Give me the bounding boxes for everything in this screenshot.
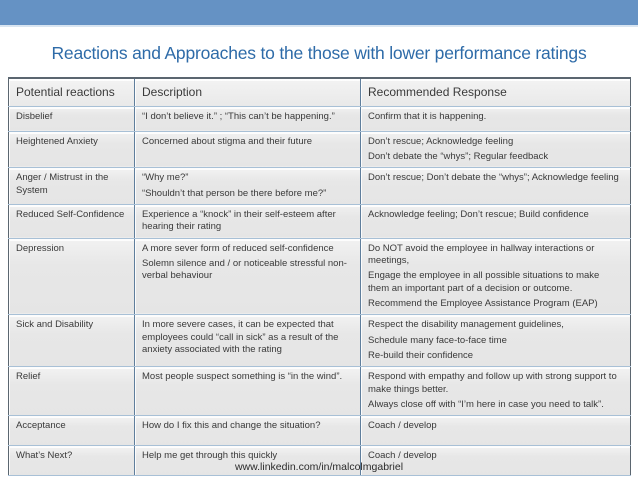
cell-line: Engage the employee in all possible situ…	[368, 270, 600, 294]
table-row: Acceptance How do I fix this and change t…	[8, 415, 631, 447]
cell-line: Recommend the Employee Assistance Progra…	[368, 297, 598, 309]
table-header-row: Potential reactions Description Recommen…	[8, 78, 631, 107]
cell-line: Don’t debate the “whys”; Regular feedbac…	[368, 150, 549, 162]
cell-line: Don’t rescue; Don’t debate the “whys”; A…	[368, 172, 619, 184]
cell-line: Help me get through this quickly	[142, 450, 278, 462]
reactions-table: Potential reactions Description Recommen…	[8, 77, 631, 477]
cell-line: Sick and Disability	[16, 319, 94, 331]
table-row: Sick and Disability In more severe cases,…	[8, 314, 631, 368]
cell-line: “Why me?”	[142, 172, 189, 184]
cell-line: Confirm that it is happening.	[368, 110, 487, 122]
cell-line: “Shouldn’t that person be there before m…	[142, 187, 327, 199]
cell-line: Schedule many face-to-face time	[368, 334, 507, 346]
response-cell: Acknowledge feeling; Don’t rescue; Build…	[360, 204, 631, 239]
description-cell: Concerned about stigma and their future	[134, 131, 361, 169]
reaction-cell: Depression	[8, 238, 135, 316]
cell-line: In more severe cases, it can be expected…	[142, 319, 339, 355]
cell-line: Don’t rescue; Acknowledge feeling	[368, 135, 514, 147]
description-cell: “Why me?” “Shouldn’t that person be there…	[134, 167, 361, 205]
cell-line: Concerned about stigma and their future	[142, 135, 313, 147]
cell-line: A more sever form of reduced self-confid…	[142, 242, 334, 254]
cell-line: Coach / develop	[368, 420, 437, 432]
table-row: Heightened Anxiety Concerned about stigma…	[8, 131, 631, 169]
table-row: Reduced Self-Confidence Experience a “kno…	[8, 204, 631, 239]
cell-line: Solemn silence and / or noticeable stres…	[142, 257, 347, 282]
reaction-cell: Disbelief	[8, 106, 135, 132]
cell-line: Experience a “knock” in their self-estee…	[142, 208, 336, 233]
reaction-cell: Relief	[8, 366, 135, 417]
column-header-potential-reactions: Potential reactions	[8, 78, 135, 107]
table-row: Relief Most people suspect something is “…	[8, 366, 631, 417]
response-cell: Don’t rescue; Acknowledge feeling Don’t d…	[360, 131, 631, 169]
table-row: Disbelief “I don’t believe it.” ; “This c…	[8, 106, 631, 132]
table-row: Depression A more sever form of reduced s…	[8, 238, 631, 316]
cell-line: Relief	[16, 371, 41, 383]
cell-line: How do I fix this and change the situati…	[142, 420, 321, 432]
description-cell: Help me get through this quickly	[134, 445, 361, 477]
cell-line: Depression	[16, 242, 65, 254]
cell-line: Most people suspect something is “in the…	[142, 371, 343, 383]
description-cell: “I don’t believe it.” ; “This can’t be h…	[134, 106, 361, 132]
cell-line: Coach / develop	[368, 450, 437, 462]
cell-line: Acceptance	[16, 420, 66, 432]
column-header-recommended-response: Recommended Response	[360, 78, 631, 107]
response-cell: Do NOT avoid the employee in hallway int…	[360, 238, 631, 316]
cell-line: Respond with empathy and follow up with …	[368, 371, 617, 395]
table-body: Disbelief “I don’t believe it.” ; “This c…	[8, 106, 631, 477]
table-row: What’s Next? Help me get through this qui…	[8, 445, 631, 477]
cell-line: Respect the disability management guidel…	[368, 319, 564, 331]
cell-line: Acknowledge feeling; Don’t rescue; Build…	[368, 208, 589, 220]
cell-line: What’s Next?	[16, 450, 73, 462]
reaction-cell: Anger / Mistrust in the System	[8, 167, 135, 205]
cell-line: Re-build their confidence	[368, 349, 474, 361]
cell-line: Reduced Self-Confidence	[16, 208, 125, 220]
reaction-cell: Acceptance	[8, 415, 135, 447]
description-cell: In more severe cases, it can be expected…	[134, 314, 361, 368]
column-header-description: Description	[134, 78, 361, 107]
reaction-cell: Reduced Self-Confidence	[8, 204, 135, 239]
cell-line: “I don’t believe it.” ; “This can’t be h…	[142, 110, 335, 122]
table-row: Anger / Mistrust in the System “Why me?” “…	[8, 167, 631, 205]
description-cell: Most people suspect something is “in the…	[134, 366, 361, 417]
reaction-cell: What’s Next?	[8, 445, 135, 477]
response-cell: Respond with empathy and follow up with …	[360, 366, 631, 417]
response-cell: Coach / develop	[360, 445, 631, 477]
response-cell: Coach / develop	[360, 415, 631, 447]
footer-url: www.linkedin.com/in/malcolmgabriel	[234, 461, 404, 473]
reaction-cell: Sick and Disability	[8, 314, 135, 368]
cell-line: Do NOT avoid the employee in hallway int…	[368, 242, 595, 266]
cell-line: Always close off with “I’m here in case …	[368, 399, 604, 410]
cell-line: Anger / Mistrust in the System	[16, 172, 109, 196]
reaction-cell: Heightened Anxiety	[8, 131, 135, 169]
response-cell: Confirm that it is happening.	[360, 106, 631, 132]
description-cell: A more sever form of reduced self-confid…	[134, 238, 361, 316]
top-accent-bar	[0, 0, 638, 27]
description-cell: How do I fix this and change the situati…	[134, 415, 361, 447]
page-title: Reactions and Approaches to the those wi…	[51, 43, 587, 63]
response-cell: Don’t rescue; Don’t debate the “whys”; A…	[360, 167, 631, 205]
cell-line: Disbelief	[16, 110, 53, 122]
cell-line: Heightened Anxiety	[16, 135, 98, 147]
response-cell: Respect the disability management guidel…	[360, 314, 631, 368]
description-cell: Experience a “knock” in their self-estee…	[134, 204, 361, 239]
